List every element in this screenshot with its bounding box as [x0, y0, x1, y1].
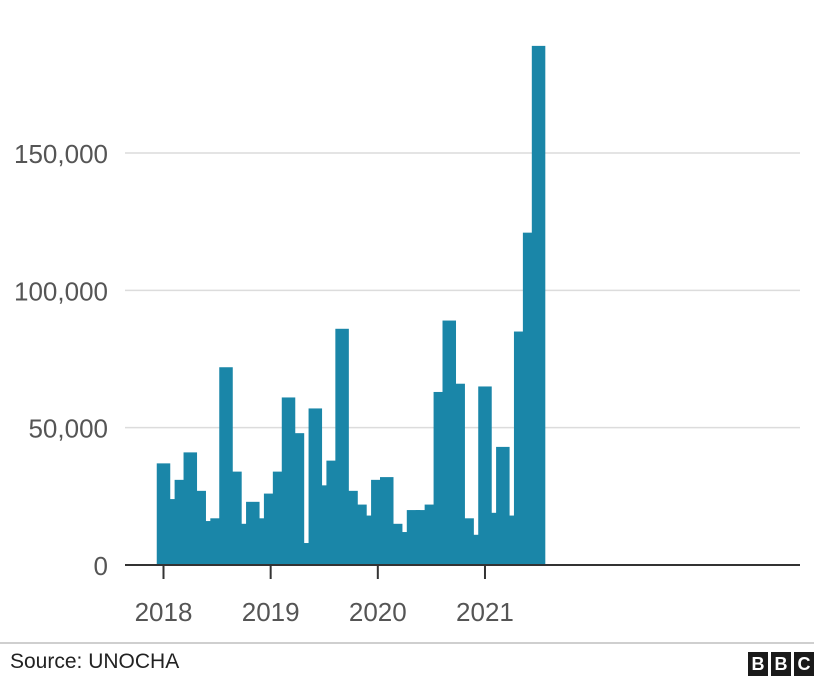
y-tick-label: 150,000 [14, 139, 108, 169]
bar [531, 45, 546, 565]
x-tick-label: 2018 [135, 597, 193, 627]
logo-letter: B [748, 652, 768, 676]
bar-chart: 0 50,000 100,000 150,000 2018 2019 2020 2021 [14, 45, 800, 627]
x-tick-label: 2021 [456, 597, 514, 627]
bbc-logo: B B C [748, 652, 814, 676]
bar [290, 433, 305, 565]
y-tick-label: 100,000 [14, 276, 108, 306]
x-tick-label: 2020 [349, 597, 407, 627]
logo-letter: B [771, 652, 791, 676]
source-label: Source: UNOCHA [10, 650, 180, 673]
bars [156, 45, 546, 566]
y-tick-label: 50,000 [28, 414, 108, 444]
footer-divider [0, 642, 814, 644]
y-tick-label: 0 [94, 551, 108, 581]
x-tick-label: 2019 [242, 597, 300, 627]
logo-letter: C [794, 652, 814, 676]
axes: 0 50,000 100,000 150,000 2018 2019 2020 2021 [14, 139, 800, 627]
